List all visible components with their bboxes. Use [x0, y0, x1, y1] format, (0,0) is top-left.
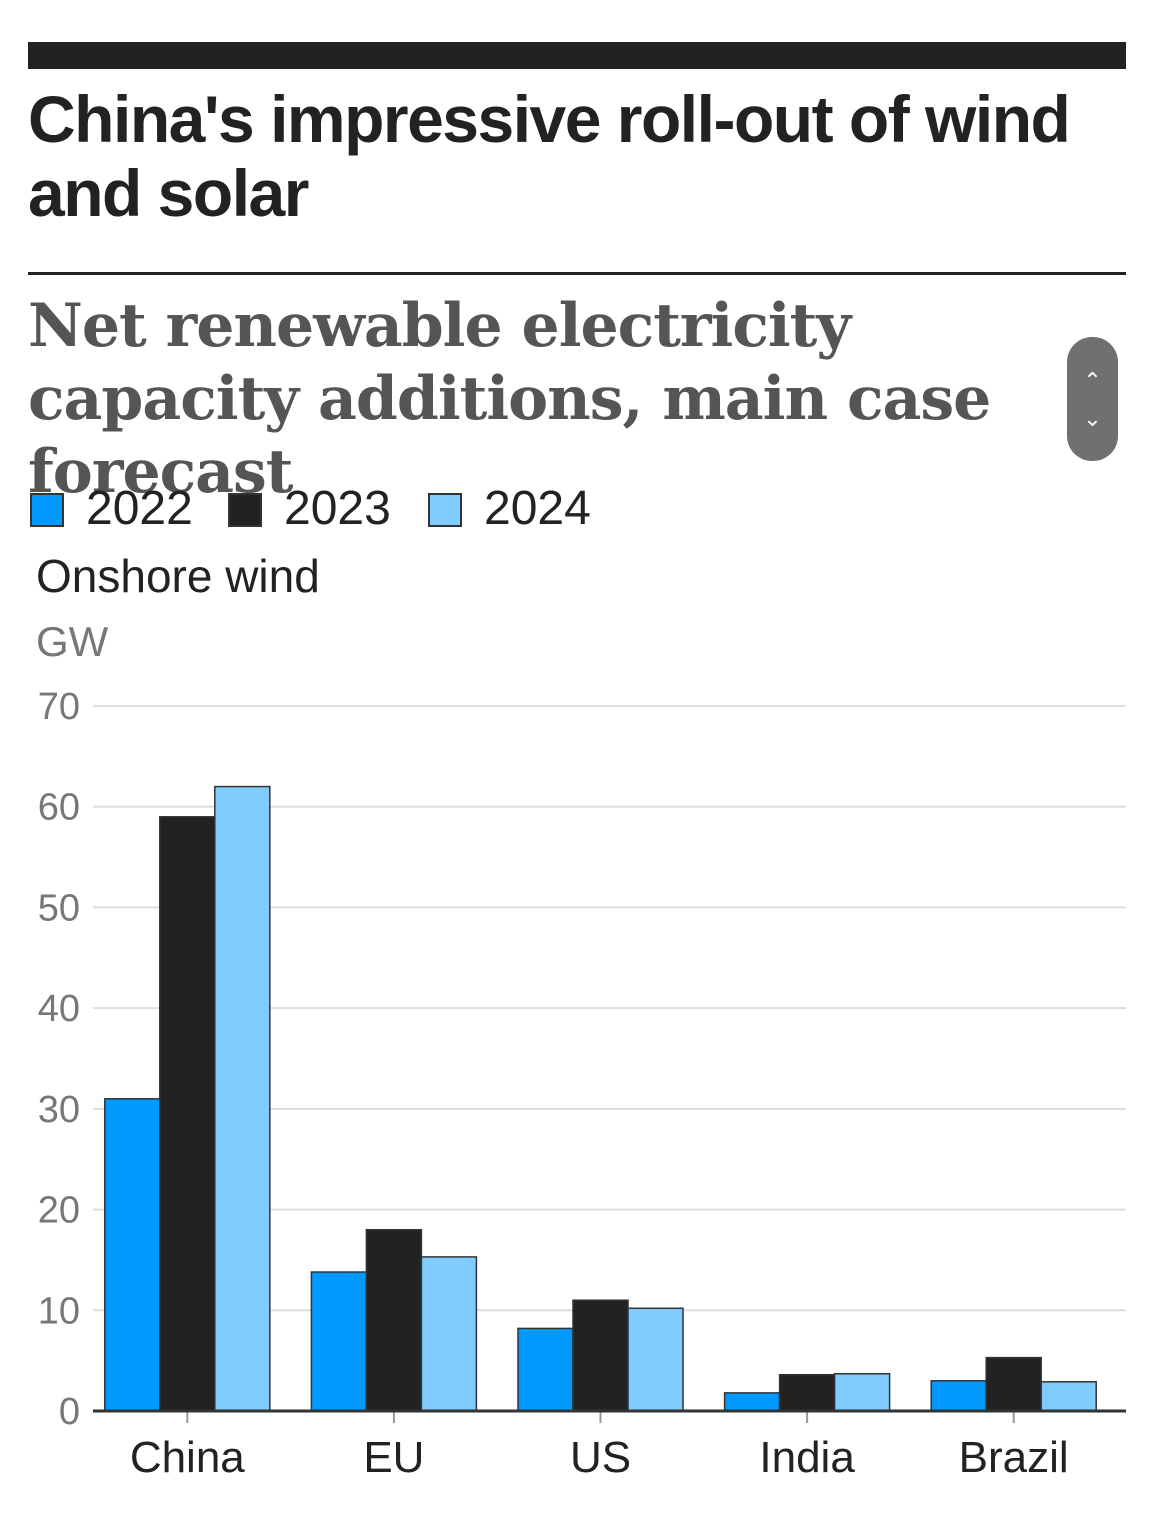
y-tick-label: 50	[38, 887, 80, 929]
x-tick-label-eu: EU	[363, 1433, 424, 1482]
divider	[28, 272, 1126, 275]
subtitle: Net renewable electricity capacity addit…	[28, 291, 991, 507]
bar-brazil-2022	[930, 1380, 987, 1412]
x-tick-label-china: China	[130, 1433, 245, 1482]
legend-swatch-2022	[30, 493, 64, 527]
y-axis-unit: GW	[36, 618, 109, 665]
chart-title: Onshore wind	[36, 550, 320, 602]
bar-brazil-2023	[985, 1356, 1042, 1412]
legend-label-2024: 2024	[484, 482, 591, 535]
headline: China's impressive roll-out of wind and …	[28, 82, 1071, 230]
chevron-up-icon[interactable]: ⌃	[1083, 369, 1102, 394]
legend-swatch-2023	[228, 493, 262, 527]
scroll-control[interactable]: ⌃ ⌄	[1067, 337, 1118, 461]
y-tick-label: 20	[38, 1190, 80, 1232]
legend-label-2023: 2023	[284, 482, 391, 535]
legend-label-2022: 2022	[86, 482, 193, 535]
bar-us-2023	[572, 1299, 629, 1412]
top-rule	[28, 42, 1126, 69]
bar-eu-2024	[420, 1256, 478, 1412]
bar-us-2024	[627, 1307, 684, 1412]
bar-eu-2022	[310, 1271, 368, 1412]
bar-china-2022	[104, 1098, 161, 1412]
legend-swatch-2024	[428, 493, 462, 527]
y-tick-label: 70	[38, 686, 80, 728]
y-tick-label: 40	[38, 988, 80, 1030]
x-tick-label-us: US	[570, 1433, 631, 1482]
bar-brazil-2024	[1040, 1381, 1097, 1412]
x-tick-label-brazil: Brazil	[959, 1433, 1069, 1482]
bar-china-2024	[214, 785, 271, 1412]
bar-china-2023	[159, 816, 216, 1412]
x-tick-label-india: India	[759, 1433, 855, 1482]
bar-us-2022	[517, 1327, 574, 1412]
bar-india-2023	[778, 1373, 836, 1412]
y-tick-label: 30	[38, 1089, 80, 1131]
bar-india-2022	[723, 1392, 781, 1412]
bar-india-2024	[833, 1372, 891, 1412]
chevron-down-icon[interactable]: ⌄	[1083, 407, 1102, 432]
y-tick-label: 10	[38, 1290, 80, 1332]
bar-eu-2023	[365, 1228, 423, 1412]
y-tick-label: 0	[59, 1391, 80, 1433]
y-tick-label: 60	[38, 787, 80, 829]
